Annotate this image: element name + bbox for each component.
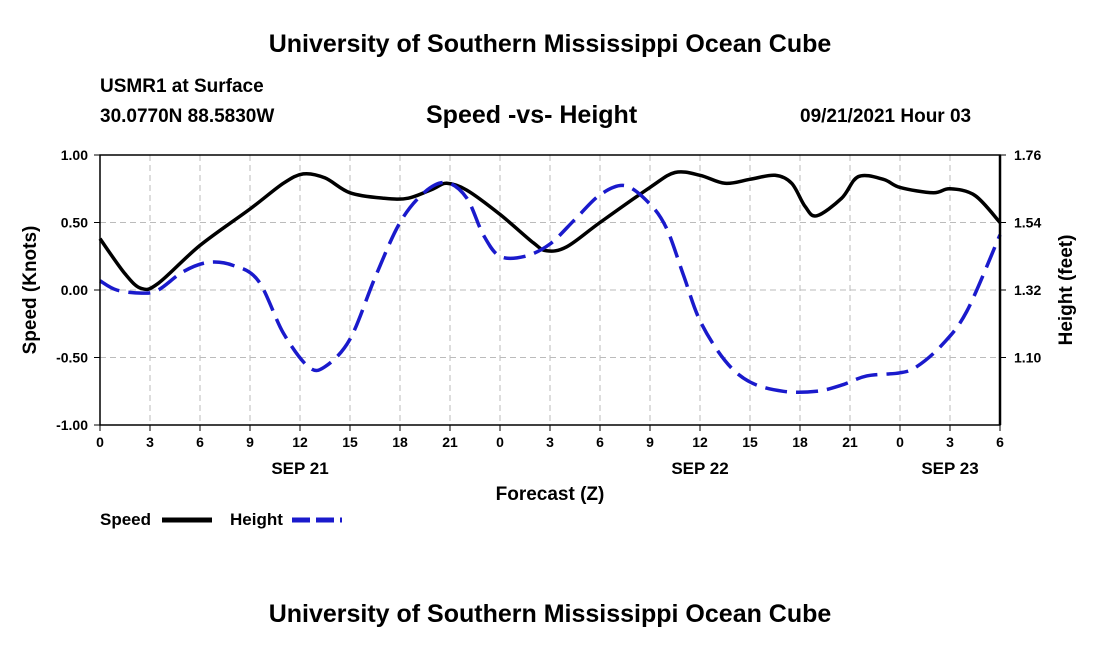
axis-labels: 0 3 6 9 12 15 18 21 0 3 6 9 12 15 18 21 0 3 6 SEP 21 SEP 22 S… [20,147,1077,505]
y-tick-label: -1.00 [56,417,88,433]
x-tick-label: 12 [292,434,308,450]
legend-label-speed: Speed [100,510,151,529]
series-line-height [99,180,1002,394]
x-tick-label: 21 [842,434,858,450]
axes [94,154,1006,431]
forecast-time: 09/21/2021 Hour 03 [800,106,972,127]
x-tick-label: 9 [246,434,254,450]
grid-lines [100,155,1000,425]
y-tick-label: 0.00 [61,282,88,298]
x-tick-label: 0 [96,434,104,450]
x-tick-label: 0 [896,434,904,450]
y-tick-label: 0.50 [61,215,88,231]
x-tick-label: 3 [146,434,154,450]
x-tick-label: 6 [196,434,204,450]
x-tick-label: 12 [692,434,708,450]
y2-axis-title: Height (feet) [1056,235,1077,346]
x-tick-label: 3 [546,434,554,450]
x-tick-label: 6 [996,434,1004,450]
x-tick-label: 15 [342,434,358,450]
day-label: SEP 21 [271,459,328,478]
station-name: USMR1 at Surface [100,76,264,97]
y-tick-label: 1.00 [61,147,88,163]
series-line-speed [98,170,1002,292]
y2-tick-label: 1.10 [1014,350,1041,366]
y-axis-title: Speed (Knots) [20,226,41,355]
legend: Speed Height [100,510,342,529]
x-tick-label: 3 [946,434,954,450]
x-tick-label: 21 [442,434,458,450]
y-tick-label: -0.50 [56,350,88,366]
x-tick-label: 0 [496,434,504,450]
station-coordinates: 30.0770N 88.5830W [100,106,275,127]
x-tick-label: 9 [646,434,654,450]
x-tick-label: 15 [742,434,758,450]
legend-label-height: Height [230,510,283,529]
y2-tick-label: 1.54 [1014,215,1041,231]
chart-title: Speed -vs- Height [426,101,638,129]
x-axis-title: Forecast (Z) [496,484,605,505]
main-title: University of Southern Mississippi Ocean… [268,30,832,58]
day-label: SEP 23 [921,459,978,478]
data-series [98,170,1002,394]
day-label: SEP 22 [671,459,728,478]
x-tick-label: 18 [792,434,808,450]
x-tick-label: 6 [596,434,604,450]
y2-tick-label: 1.32 [1014,282,1041,298]
x-tick-label: 18 [392,434,408,450]
footer-title: University of Southern Mississippi Ocean… [268,600,832,628]
y2-tick-label: 1.76 [1014,147,1041,163]
